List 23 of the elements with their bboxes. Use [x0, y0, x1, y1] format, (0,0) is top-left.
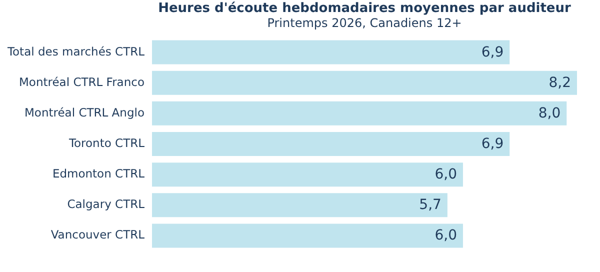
y-tick-label: Toronto CTRL	[68, 136, 146, 150]
bar	[152, 40, 510, 64]
bar	[152, 224, 463, 248]
chart-subtitle: Printemps 2026, Canadiens 12+	[267, 16, 462, 30]
y-tick-label: Montréal CTRL Anglo	[24, 105, 144, 120]
data-label: 8,2	[548, 74, 571, 91]
data-label: 8,0	[538, 105, 561, 122]
data-label: 5,7	[419, 197, 442, 214]
y-tick-label: Edmonton CTRL	[52, 166, 146, 181]
y-tick-label: Total des marchés CTRL	[6, 44, 146, 58]
y-tick-label: Calgary CTRL	[67, 197, 146, 212]
bar	[152, 132, 510, 156]
data-label: 6,0	[434, 166, 457, 183]
data-label: 6,9	[481, 136, 504, 152]
bar	[152, 101, 567, 126]
bar	[152, 70, 577, 95]
chart-title: Heures d'écoute hebdomadaires moyennes par auditeur	[158, 1, 572, 16]
data-label: 6,9	[481, 44, 504, 60]
y-tick-label: Vancouver CTRL	[50, 228, 146, 242]
bar	[152, 162, 463, 187]
bar	[152, 193, 448, 218]
data-label: 6,0	[434, 228, 457, 244]
y-tick-label: Montréal CTRL Franco	[18, 74, 144, 89]
